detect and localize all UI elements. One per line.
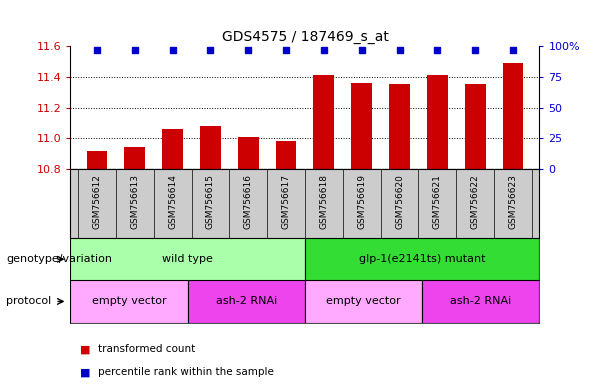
Bar — [124, 147, 145, 169]
Bar — [276, 141, 297, 169]
Text: GSM756619: GSM756619 — [357, 174, 366, 230]
Bar — [422, 280, 539, 323]
Bar — [351, 83, 372, 169]
Text: GSM756621: GSM756621 — [433, 174, 442, 229]
Text: glp-1(e2141ts) mutant: glp-1(e2141ts) mutant — [359, 254, 485, 264]
Text: GSM756614: GSM756614 — [168, 174, 177, 229]
Title: GDS4575 / 187469_s_at: GDS4575 / 187469_s_at — [221, 30, 389, 44]
Bar — [162, 129, 183, 169]
Text: GSM756613: GSM756613 — [131, 174, 139, 230]
Text: genotype/variation: genotype/variation — [6, 254, 112, 264]
Bar — [427, 75, 447, 169]
Text: GSM756616: GSM756616 — [244, 174, 253, 230]
Text: GSM756617: GSM756617 — [281, 174, 291, 230]
Bar — [313, 75, 334, 169]
Text: GSM756612: GSM756612 — [93, 174, 102, 229]
Text: GSM756620: GSM756620 — [395, 174, 404, 229]
Bar — [238, 137, 259, 169]
Text: GSM756615: GSM756615 — [206, 174, 215, 230]
Bar — [465, 84, 485, 169]
Text: GSM756623: GSM756623 — [508, 174, 517, 229]
Text: ■: ■ — [80, 367, 90, 377]
Text: ■: ■ — [80, 344, 90, 354]
Text: ash-2 RNAi: ash-2 RNAi — [450, 296, 511, 306]
Bar — [86, 151, 107, 169]
Text: empty vector: empty vector — [92, 296, 166, 306]
Text: percentile rank within the sample: percentile rank within the sample — [98, 367, 274, 377]
Bar — [188, 280, 305, 323]
Bar — [200, 126, 221, 169]
Bar — [389, 84, 410, 169]
Bar — [305, 238, 539, 280]
Text: ash-2 RNAi: ash-2 RNAi — [216, 296, 277, 306]
Text: GSM756622: GSM756622 — [471, 174, 479, 229]
Text: transformed count: transformed count — [98, 344, 196, 354]
Bar — [70, 280, 188, 323]
Text: GSM756618: GSM756618 — [319, 174, 329, 230]
Bar — [70, 238, 305, 280]
Bar — [503, 63, 524, 169]
Text: wild type: wild type — [162, 254, 213, 264]
Text: protocol: protocol — [6, 296, 51, 306]
Text: empty vector: empty vector — [326, 296, 401, 306]
Bar — [305, 280, 422, 323]
